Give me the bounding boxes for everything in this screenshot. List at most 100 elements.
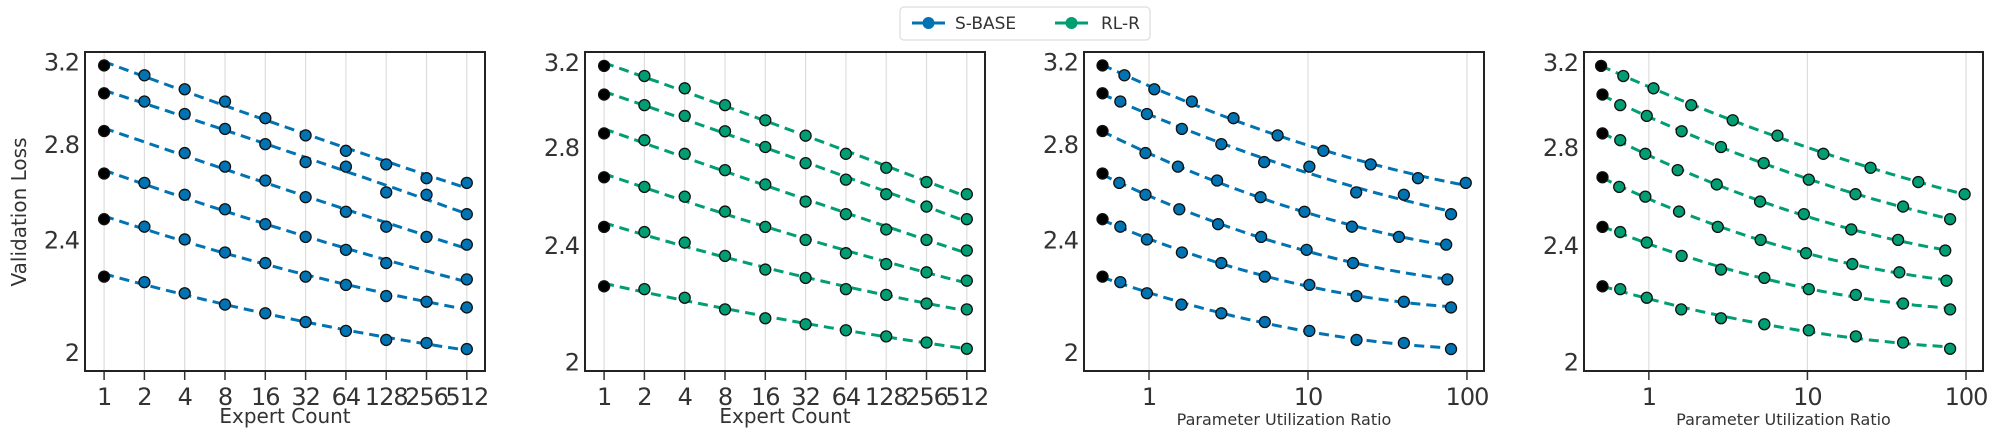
fit-line [1101, 130, 1447, 247]
x-axis-label: Parameter Utilization Ratio [1177, 410, 1392, 429]
series-1 [1594, 59, 1971, 201]
data-point [1711, 220, 1724, 234]
data-point [1317, 144, 1330, 157]
data-point [1258, 270, 1271, 283]
x-tick-label: 1 [1642, 383, 1656, 411]
data-point [597, 171, 611, 184]
y-tick-label: 2.8 [44, 131, 79, 159]
y-tick-label: 3.2 [1543, 49, 1578, 77]
data-point [1940, 274, 1953, 287]
data-point [1596, 171, 1609, 184]
data-point [1139, 146, 1152, 160]
data-point [718, 163, 732, 177]
y-tick-label: 2.4 [1543, 232, 1578, 260]
data-point [960, 188, 973, 201]
data-point [718, 303, 732, 316]
data-point [1096, 213, 1109, 226]
data-point [1596, 280, 1609, 293]
legend-box [899, 6, 1151, 41]
data-point [1254, 190, 1267, 204]
data-point [839, 324, 853, 337]
fit-line [103, 60, 468, 190]
y-tick-label: 3.2 [544, 49, 579, 77]
series-2 [1596, 88, 1957, 226]
fit-line [603, 281, 967, 351]
data-point [1943, 213, 1957, 226]
data-point [1771, 129, 1784, 142]
y-tick-label: 2 [65, 339, 79, 367]
y-tick-label: 2.8 [1043, 131, 1078, 159]
fit-line [603, 90, 968, 224]
data-point [920, 266, 933, 279]
data-point [1114, 275, 1127, 289]
data-point [1113, 176, 1126, 190]
data-point [380, 220, 393, 233]
data-point [1958, 188, 1971, 201]
data-point [1896, 200, 1910, 213]
data-point [1596, 88, 1609, 101]
data-point [1943, 303, 1957, 316]
data-point [1175, 298, 1188, 311]
data-point [1211, 218, 1225, 231]
series-4 [97, 167, 473, 286]
data-point [1215, 307, 1228, 320]
x-tick-label: 512 [445, 383, 488, 411]
x-tick-label: 16 [251, 383, 280, 411]
data-point [1802, 324, 1815, 337]
data-point [97, 213, 111, 226]
data-point [138, 95, 151, 108]
data-point [1271, 129, 1284, 142]
data-point [1215, 256, 1228, 270]
data-point [1444, 342, 1458, 356]
series-5 [1096, 213, 1458, 314]
data-point [1397, 336, 1411, 350]
data-point [718, 98, 732, 112]
data-point [1444, 208, 1458, 221]
data-point [880, 257, 893, 271]
data-point [1397, 295, 1411, 308]
fit-line [1101, 173, 1448, 281]
data-point [1140, 287, 1154, 300]
fit-line [103, 88, 468, 216]
data-point [1714, 140, 1728, 154]
data-point [638, 69, 651, 83]
data-point [460, 342, 473, 356]
data-point [218, 298, 232, 311]
data-point [759, 140, 772, 154]
data-point [678, 82, 691, 95]
data-point [1364, 158, 1377, 171]
data-point [638, 180, 651, 194]
data-point [420, 188, 433, 201]
data-point [759, 263, 772, 276]
data-point [1912, 175, 1925, 189]
data-point [1675, 303, 1688, 316]
data-point [1939, 244, 1952, 257]
x-tick-label: 4 [678, 383, 692, 411]
data-point [1441, 273, 1454, 286]
data-point [1714, 312, 1728, 325]
data-point [799, 271, 812, 285]
series-5 [97, 213, 473, 314]
data-point [420, 230, 433, 244]
data-point [1849, 188, 1862, 201]
x-tick-label: 8 [218, 383, 232, 411]
x-tick-label: 64 [332, 383, 361, 411]
data-point [678, 190, 691, 203]
data-point [299, 315, 312, 329]
data-point [1640, 236, 1653, 249]
series-6 [1596, 280, 1957, 355]
data-point [759, 312, 772, 325]
data-point [1096, 59, 1109, 72]
data-point [1685, 98, 1698, 112]
x-tick-label: 256 [405, 383, 448, 411]
data-point [1173, 203, 1186, 216]
data-point [1118, 69, 1131, 82]
data-point [460, 176, 473, 190]
data-point [1758, 271, 1771, 285]
data-point [1096, 167, 1109, 180]
data-point [718, 249, 732, 263]
data-point [920, 175, 933, 189]
data-point [1849, 288, 1862, 302]
data-point [1753, 195, 1767, 208]
